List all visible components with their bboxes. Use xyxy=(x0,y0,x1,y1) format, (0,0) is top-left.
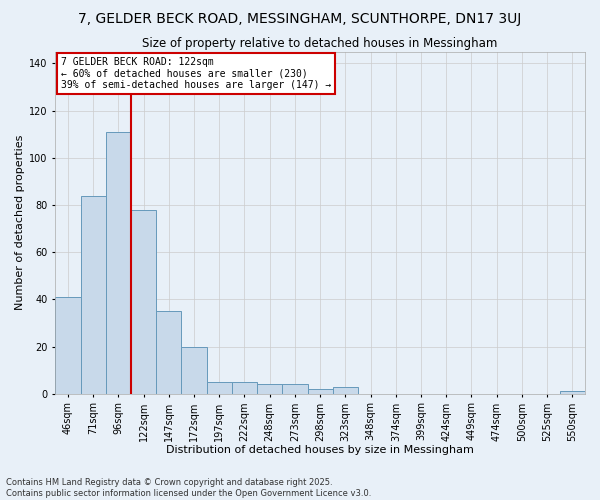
Bar xyxy=(283,384,308,394)
Title: Size of property relative to detached houses in Messingham: Size of property relative to detached ho… xyxy=(142,38,498,51)
Bar xyxy=(560,392,585,394)
Bar xyxy=(55,297,80,394)
Bar xyxy=(156,311,181,394)
Text: Contains HM Land Registry data © Crown copyright and database right 2025.
Contai: Contains HM Land Registry data © Crown c… xyxy=(6,478,371,498)
Bar xyxy=(106,132,131,394)
Bar xyxy=(206,382,232,394)
Text: 7, GELDER BECK ROAD, MESSINGHAM, SCUNTHORPE, DN17 3UJ: 7, GELDER BECK ROAD, MESSINGHAM, SCUNTHO… xyxy=(79,12,521,26)
Bar xyxy=(232,382,257,394)
Bar xyxy=(257,384,283,394)
Y-axis label: Number of detached properties: Number of detached properties xyxy=(15,135,25,310)
Bar xyxy=(80,196,106,394)
Bar xyxy=(181,346,206,394)
X-axis label: Distribution of detached houses by size in Messingham: Distribution of detached houses by size … xyxy=(166,445,474,455)
Bar xyxy=(131,210,156,394)
Text: 7 GELDER BECK ROAD: 122sqm
← 60% of detached houses are smaller (230)
39% of sem: 7 GELDER BECK ROAD: 122sqm ← 60% of deta… xyxy=(61,57,331,90)
Bar xyxy=(308,389,333,394)
Bar xyxy=(333,386,358,394)
